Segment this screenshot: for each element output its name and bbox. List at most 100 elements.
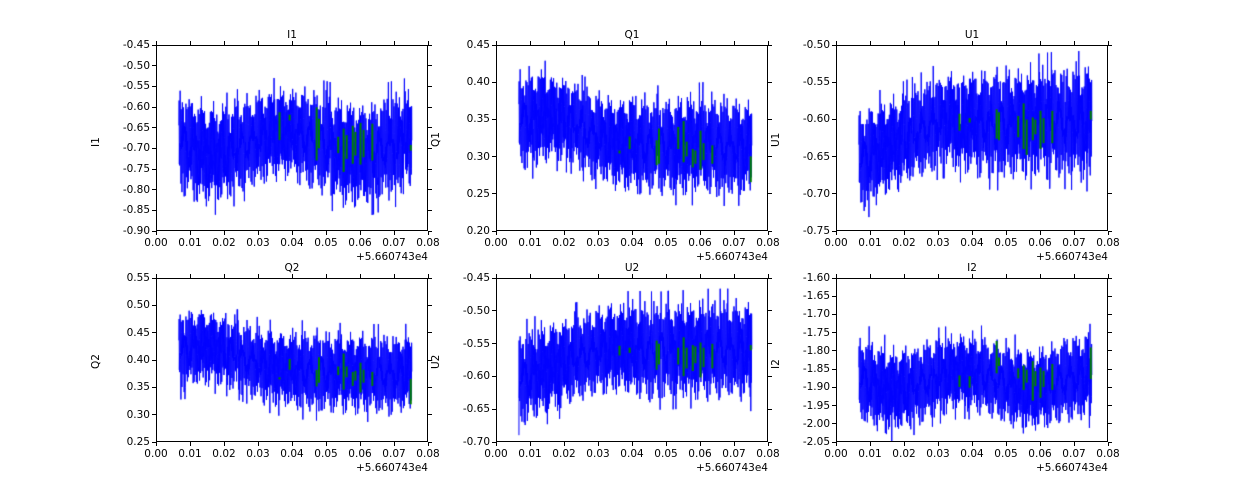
x-tick-mark <box>1005 231 1007 235</box>
x-tick-label: 0.07 <box>722 448 746 460</box>
y-tick-mark-right <box>1108 230 1112 232</box>
x-axis-offset-text: +5.660743e4 <box>1035 251 1108 263</box>
x-tick-mark <box>427 231 429 235</box>
x-tick-mark-top <box>359 274 361 278</box>
x-tick-mark-top <box>835 274 837 278</box>
y-tick-mark <box>492 310 496 312</box>
x-tick-mark-top <box>189 41 191 45</box>
y-tick-mark-right <box>1108 423 1112 425</box>
x-tick-mark <box>1107 231 1109 235</box>
x-tick-label: 0.07 <box>722 237 746 249</box>
x-tick-mark <box>189 442 191 446</box>
y-tick-label: 0.30 <box>126 408 150 421</box>
y-tick-label: -0.60 <box>462 370 490 383</box>
x-tick-mark <box>1005 442 1007 446</box>
y-tick-label: -1.75 <box>802 326 830 339</box>
x-tick-mark-top <box>529 274 531 278</box>
x-tick-mark-top <box>699 41 701 45</box>
y-tick-mark-right <box>428 441 432 443</box>
x-tick-mark-top <box>631 274 633 278</box>
x-tick-mark-top <box>903 274 905 278</box>
x-tick-mark-top <box>189 274 191 278</box>
x-tick-mark-top <box>325 41 327 45</box>
x-tick-mark-top <box>1005 41 1007 45</box>
x-tick-label: 0.07 <box>1062 448 1086 460</box>
y-tick-mark-right <box>428 44 432 46</box>
y-tick-mark <box>492 44 496 46</box>
x-tick-mark-top <box>495 274 497 278</box>
x-tick-mark <box>359 442 361 446</box>
y-tick-label: -1.95 <box>802 399 830 412</box>
y-tick-mark <box>832 423 836 425</box>
y-tick-label: -2.05 <box>802 436 830 448</box>
x-tick-mark-top <box>257 41 259 45</box>
plot-area <box>156 278 428 442</box>
x-tick-mark <box>1107 442 1109 446</box>
x-tick-label: 0.07 <box>382 448 406 460</box>
y-tick-label: 0.40 <box>466 76 490 89</box>
y-tick-mark-right <box>1108 81 1112 83</box>
x-axis-offset-text: +5.660743e4 <box>355 251 428 263</box>
x-tick-mark-top <box>495 41 497 45</box>
x-tick-label: 0.02 <box>892 448 916 460</box>
y-tick-mark-right <box>1108 405 1112 407</box>
data-canvas <box>837 46 1107 230</box>
x-tick-mark-top <box>427 41 429 45</box>
x-tick-mark-top <box>733 274 735 278</box>
y-tick-mark <box>152 106 156 108</box>
y-tick-label: -1.85 <box>802 363 830 376</box>
y-tick-mark <box>152 277 156 279</box>
x-axis-offset-text: +5.660743e4 <box>695 251 768 263</box>
y-tick-mark-right <box>768 118 772 120</box>
y-tick-label: -1.80 <box>802 344 830 357</box>
x-tick-mark-top <box>223 41 225 45</box>
x-tick-mark-top <box>393 274 395 278</box>
x-tick-mark <box>427 442 429 446</box>
x-tick-label: 0.03 <box>926 237 950 249</box>
y-tick-mark <box>152 127 156 129</box>
x-tick-mark <box>291 442 293 446</box>
y-tick-label: -0.60 <box>802 113 830 126</box>
x-tick-label: 0.08 <box>756 237 780 249</box>
x-tick-label: 0.03 <box>246 237 270 249</box>
x-tick-mark-top <box>1039 274 1041 278</box>
y-tick-mark-right <box>428 85 432 87</box>
y-tick-mark-right <box>428 386 432 388</box>
x-tick-mark-top <box>869 41 871 45</box>
x-tick-mark-top <box>1107 274 1109 278</box>
y-tick-mark <box>152 414 156 416</box>
x-tick-label: 0.03 <box>586 448 610 460</box>
x-tick-mark <box>1039 442 1041 446</box>
x-tick-mark <box>325 442 327 446</box>
y-tick-mark <box>832 332 836 334</box>
x-tick-mark-top <box>359 41 361 45</box>
y-tick-mark-right <box>428 277 432 279</box>
x-tick-mark-top <box>937 41 939 45</box>
x-tick-label: 0.06 <box>688 448 712 460</box>
y-tick-mark-right <box>768 44 772 46</box>
y-tick-mark-right <box>768 343 772 345</box>
y-tick-label: -0.65 <box>802 150 830 163</box>
y-tick-mark <box>832 368 836 370</box>
y-tick-mark-right <box>428 359 432 361</box>
y-tick-mark <box>832 441 836 443</box>
plot-area <box>836 278 1108 442</box>
x-tick-label: 0.01 <box>858 237 882 249</box>
x-tick-mark <box>665 231 667 235</box>
x-tick-label: 0.07 <box>382 237 406 249</box>
x-axis-offset-text: +5.660743e4 <box>355 462 428 474</box>
y-tick-label: -0.45 <box>462 272 490 284</box>
subplot-title: U1 <box>964 29 980 41</box>
x-tick-label: 0.02 <box>212 448 236 460</box>
y-tick-label: 0.35 <box>466 113 490 126</box>
x-tick-mark-top <box>1073 41 1075 45</box>
y-tick-label: 0.20 <box>466 225 490 237</box>
x-tick-mark-top <box>597 274 599 278</box>
x-tick-mark-top <box>665 274 667 278</box>
subplot-title: Q2 <box>284 262 300 274</box>
y-axis-label: I2 <box>770 359 782 369</box>
y-tick-mark-right <box>1108 277 1112 279</box>
x-tick-mark <box>155 442 157 446</box>
x-tick-label: 0.07 <box>1062 237 1086 249</box>
x-tick-mark <box>767 231 769 235</box>
